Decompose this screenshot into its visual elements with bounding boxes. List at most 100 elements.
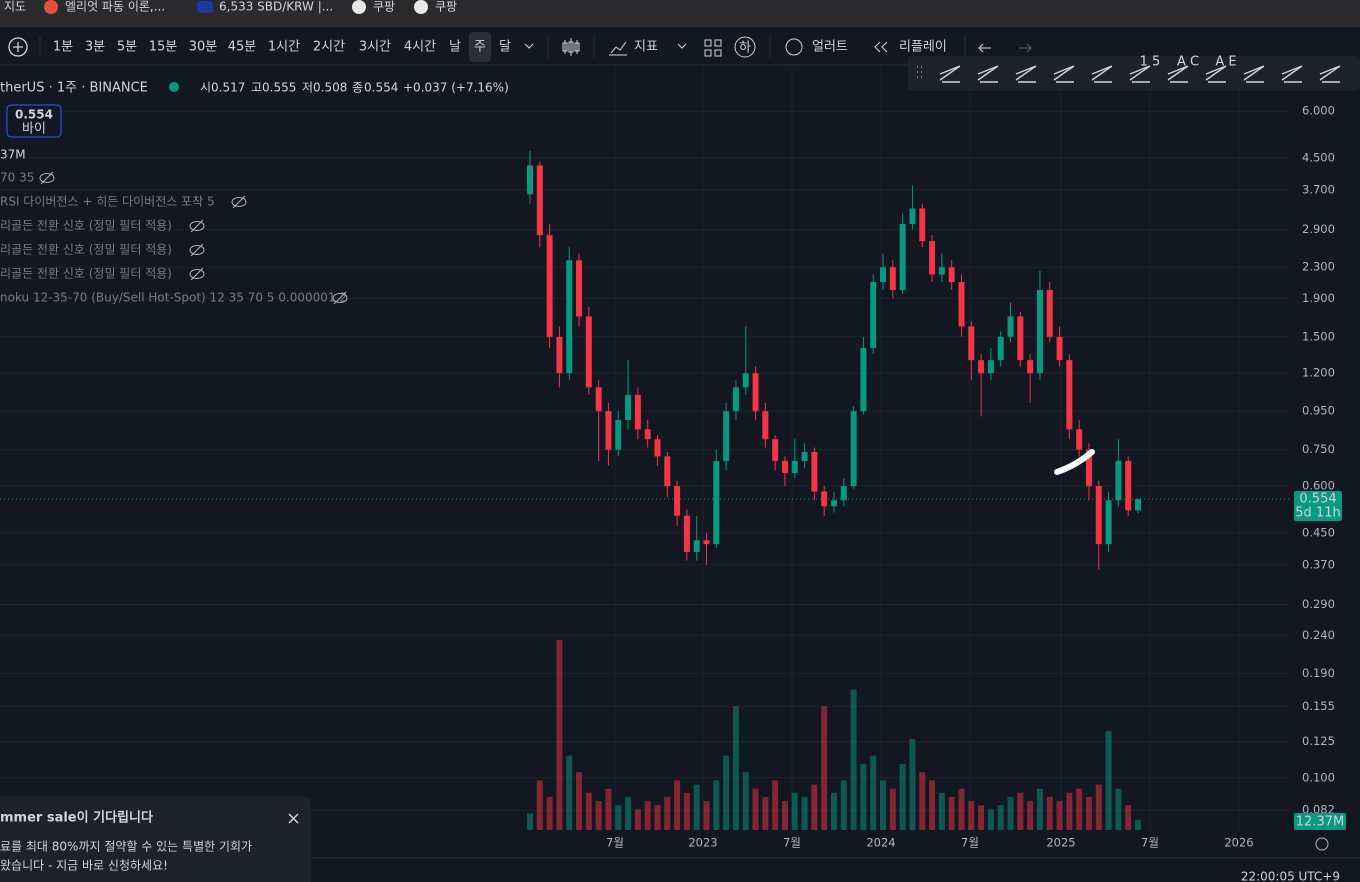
volume-bar — [860, 763, 867, 830]
candle-body — [781, 460, 788, 474]
redo[interactable] — [1019, 43, 1032, 53]
popup-close[interactable] — [288, 813, 299, 824]
candle-body — [870, 282, 877, 349]
interval-button[interactable]: 날 — [449, 40, 461, 55]
chart-type[interactable] — [562, 38, 580, 56]
hide-icon[interactable] — [39, 173, 55, 183]
interval-button[interactable]: 주 — [474, 40, 486, 55]
volume-bar — [664, 796, 671, 830]
candle-body — [821, 491, 828, 507]
drawing-tool[interactable] — [939, 65, 961, 83]
indicators-button[interactable]: 지표 — [634, 40, 658, 55]
candle-body — [683, 515, 690, 553]
volume-bar — [978, 805, 985, 830]
volume-bar — [870, 755, 877, 830]
volume-bar — [791, 792, 798, 830]
bookmark[interactable]: 6,533 SBD/KRW |... — [219, 0, 333, 14]
hide-icon[interactable] — [189, 245, 205, 255]
ha-circle[interactable] — [734, 36, 756, 58]
interval-button[interactable]: 15분 — [149, 40, 178, 55]
interval-button[interactable]: 5분 — [117, 40, 137, 55]
legend-volume: 37M — [0, 148, 26, 162]
buy-label[interactable]: 바이 — [22, 122, 46, 137]
hide-icon[interactable] — [332, 293, 348, 303]
candle-body — [585, 316, 592, 388]
volume-bar — [605, 788, 612, 830]
y-tick-label: 1.200 — [1302, 366, 1335, 380]
candle-body — [811, 451, 818, 492]
interval-button[interactable]: 4시간 — [404, 40, 436, 55]
drawing-tool[interactable] — [1281, 65, 1303, 83]
drawing-tool[interactable] — [1167, 65, 1189, 83]
interval-button[interactable]: 3시간 — [359, 40, 391, 55]
candle-body — [713, 460, 720, 545]
drawing-tool[interactable] — [977, 65, 999, 83]
indicator-name[interactable]: 70 35 — [0, 171, 34, 185]
drawing-tool[interactable] — [1053, 65, 1075, 83]
bookmark[interactable]: 엘리엇 파동 이론,... — [65, 0, 165, 14]
indicator-list: 70 35 RSI 다이버전스 + 히든 다이버전스 포착 5 리골든 전환 신호 … — [0, 171, 348, 305]
interval-button[interactable]: 달 — [499, 40, 511, 55]
hide-icon[interactable] — [231, 197, 247, 207]
popup-text: 왔습니다 - 지금 바로 신청하세요! — [0, 858, 168, 873]
y-tick-label: 0.190 — [1302, 666, 1335, 680]
interval-button[interactable]: 2시간 — [313, 40, 345, 55]
dropdown[interactable] — [524, 43, 534, 49]
undo[interactable] — [978, 43, 991, 53]
buy-box[interactable] — [6, 104, 62, 138]
add-symbol-icon — [13, 42, 23, 52]
drawing-tool[interactable] — [1243, 65, 1265, 83]
volume-label-box — [1294, 813, 1346, 830]
symbol[interactable]: therUS · 1주 · BINANCE — [0, 81, 148, 96]
volume-bar — [1095, 784, 1102, 830]
dropdown[interactable] — [677, 43, 687, 49]
drawing-tool[interactable] — [1015, 65, 1037, 83]
drawing-tool[interactable] — [1091, 65, 1113, 83]
indicator-name[interactable]: 리골든 전환 신호 (정밀 필터 적용) — [0, 219, 172, 233]
indicator-name[interactable]: noku 12-35-70 (Buy/Sell Hot-Spot) 12 35 … — [0, 291, 347, 305]
volume-bar — [772, 780, 779, 830]
interval-button[interactable]: 45분 — [228, 40, 257, 55]
y-tick-label: 0.240 — [1302, 628, 1335, 642]
alert-button[interactable]: 얼러트 — [812, 40, 848, 55]
candle-body — [880, 267, 887, 283]
candle-body — [938, 267, 945, 275]
drawing-tool[interactable] — [1129, 65, 1151, 83]
bookmark[interactable]: 지도 — [4, 0, 26, 14]
y-tick-label: 1.500 — [1302, 329, 1335, 343]
volume-bar — [1056, 801, 1063, 830]
settings[interactable] — [1315, 837, 1329, 851]
drawing-tool[interactable] — [1319, 65, 1341, 83]
hide-icon[interactable] — [189, 269, 205, 279]
replay-button[interactable]: 리플레이 — [899, 40, 947, 55]
indicator-name[interactable]: 리골든 전환 신호 (정밀 필터 적용) — [0, 243, 172, 257]
bookmark[interactable]: 쿠팡 — [373, 0, 395, 14]
indicator-name[interactable]: RSI 다이버전스 + 히든 다이버전스 포착 5 — [0, 195, 215, 209]
y-tick-label: 0.370 — [1302, 557, 1335, 571]
buy-price[interactable]: 0.554 — [15, 108, 53, 122]
clock: 22:00:05 UTC+9 — [1241, 870, 1340, 882]
bookmark-bar — [0, 0, 1360, 27]
interval-button[interactable]: 3분 — [85, 40, 105, 55]
candle-body — [693, 540, 700, 553]
bookmark[interactable]: 쿠팡 — [435, 0, 457, 14]
candle-body — [536, 165, 543, 236]
drawing-tool-label: A C — [1177, 55, 1199, 70]
volume-bar — [546, 796, 553, 830]
layouts[interactable] — [704, 39, 722, 57]
replay-icon — [874, 41, 888, 53]
drawing-tool[interactable] — [1205, 65, 1227, 83]
indicator-name[interactable]: 리골든 전환 신호 (정밀 필터 적용) — [0, 267, 172, 281]
hide-icon[interactable] — [189, 221, 205, 231]
ohlc-value: 종 — [352, 81, 363, 95]
volume-bar — [1125, 805, 1132, 830]
interval-button[interactable]: 1시간 — [268, 40, 300, 55]
volume-bar — [811, 784, 818, 830]
volume-bar — [1036, 788, 1043, 830]
last-price-label: 0.554 — [1299, 492, 1336, 507]
add-symbol[interactable] — [8, 37, 28, 57]
interval-button[interactable]: 30분 — [189, 40, 218, 55]
candle-body — [762, 411, 769, 440]
interval-button[interactable]: 1분 — [53, 40, 73, 55]
ha-button[interactable]: 하 — [739, 41, 751, 56]
